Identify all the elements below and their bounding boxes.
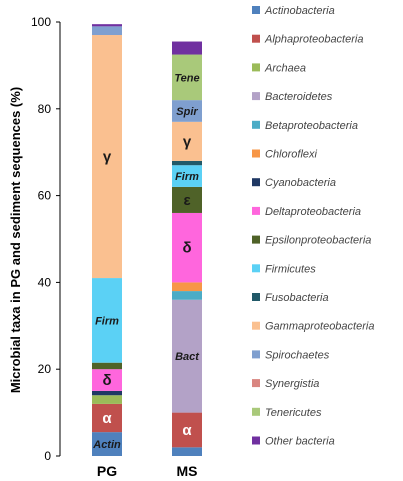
bar-segment-ms-bacteroidetes bbox=[172, 299, 202, 413]
y-tick-label: 40 bbox=[38, 275, 52, 289]
y-axis-ticks: 0 20 40 60 80 100 bbox=[31, 15, 60, 463]
legend-swatch-epsilonproteobacteria bbox=[252, 235, 260, 244]
segment-label-ms-alphaproteobacteria: α bbox=[182, 422, 192, 439]
y-tick-label: 60 bbox=[38, 189, 52, 203]
segment-label-ms-deltaproteobacteria: δ bbox=[182, 240, 191, 257]
segment-label-pg-firmicutes: Firm bbox=[95, 315, 119, 327]
y-tick-label: 100 bbox=[31, 15, 51, 29]
segment-label-ms-epsilonproteobacteria: ε bbox=[183, 192, 190, 209]
legend-swatch-bacteroidetes bbox=[252, 92, 260, 101]
legend-label-betaproteobacteria: Betaproteobacteria bbox=[265, 120, 358, 132]
bar-segment-pg-spirochaetes bbox=[92, 26, 122, 36]
legend-swatch-actinobacteria bbox=[252, 6, 260, 14]
legend-label-chloroflexi: Chloroflexi bbox=[265, 149, 318, 161]
legend-swatch-synergistia bbox=[252, 379, 260, 388]
legend-label-tenericutes: Tenericutes bbox=[265, 407, 322, 419]
legend-swatch-betaproteobacteria bbox=[252, 120, 260, 129]
legend-label-archaea: Archaea bbox=[264, 62, 306, 74]
legend-label-deltaproteobacteria: Deltaproteobacteria bbox=[265, 206, 361, 218]
segment-label-ms-bacteroidetes: Bact bbox=[175, 351, 200, 363]
bar-segment-pg-other-bacteria bbox=[92, 24, 122, 27]
segment-label-pg-gammaproteobacteria: γ bbox=[103, 149, 112, 166]
segment-label-ms-tenericutes: Tene bbox=[174, 72, 199, 84]
bar-segment-ms-other-bacteria bbox=[172, 41, 202, 55]
legend-label-other-bacteria: Other bacteria bbox=[265, 436, 335, 448]
bar-segment-ms-gammaproteobacteria bbox=[172, 121, 202, 161]
bar-segment-ms-epsilonproteobacteria bbox=[172, 186, 202, 213]
legend-label-fusobacteria: Fusobacteria bbox=[265, 292, 329, 304]
y-tick-label: 80 bbox=[38, 102, 52, 116]
bar-segment-ms-firmicutes bbox=[172, 165, 202, 187]
legend-label-firmicutes: Firmicutes bbox=[265, 263, 316, 275]
segment-label-ms-gammaproteobacteria: γ bbox=[183, 133, 192, 150]
segment-label-pg-alphaproteobacteria: α bbox=[102, 410, 112, 427]
segment-label-pg-deltaproteobacteria: δ bbox=[102, 372, 111, 389]
bar-segment-pg-epsilonproteobacteria bbox=[92, 362, 122, 370]
y-tick-label: 0 bbox=[44, 449, 51, 463]
legend-label-cyanobacteria: Cyanobacteria bbox=[265, 177, 336, 189]
bar-segment-pg-gammaproteobacteria bbox=[92, 35, 122, 279]
segment-label-ms-spirochaetes: Spir bbox=[176, 106, 198, 118]
legend-swatch-alphaproteobacteria bbox=[252, 34, 260, 43]
bar-segment-ms-chloroflexi bbox=[172, 282, 202, 292]
bar-segment-pg-firmicutes bbox=[92, 278, 122, 363]
legend-swatch-archaea bbox=[252, 63, 260, 72]
legend: Actinobacteria Alphaproteobacteria Archaea… bbox=[252, 5, 374, 448]
legend-label-alphaproteobacteria: Alphaproteobacteria bbox=[264, 34, 363, 46]
bar-segment-ms-tenericutes bbox=[172, 54, 202, 101]
legend-swatch-chloroflexi bbox=[252, 149, 260, 158]
legend-swatch-other-bacteria bbox=[252, 436, 260, 445]
bar-segment-ms-alphaproteobacteria bbox=[172, 412, 202, 448]
bar-segment-ms-actinobacteria bbox=[172, 447, 202, 456]
legend-label-synergistia: Synergistia bbox=[265, 378, 319, 390]
legend-label-actinobacteria: Actinobacteria bbox=[264, 5, 335, 17]
bar-segment-ms-spirochaetes bbox=[172, 100, 202, 122]
bars: Actin α δ Firm γ α Bact δ ε Firm γ Spir Tene bbox=[92, 24, 202, 456]
legend-swatch-spirochaetes bbox=[252, 350, 260, 359]
bar-segment-pg-alphaproteobacteria bbox=[92, 403, 122, 433]
segment-label-ms-firmicutes: Firm bbox=[175, 171, 199, 183]
legend-label-gammaproteobacteria: Gammaproteobacteria bbox=[265, 321, 374, 333]
y-tick-label: 20 bbox=[38, 362, 52, 376]
legend-swatch-gammaproteobacteria bbox=[252, 321, 260, 330]
y-axis-label: Microbial taxa in PG and sediment sequen… bbox=[8, 87, 23, 393]
bar-segment-pg-actinobacteria bbox=[92, 432, 122, 456]
bar-segment-ms-fusobacteria bbox=[172, 160, 202, 166]
bar-segment-pg-deltaproteobacteria bbox=[92, 369, 122, 391]
legend-swatch-cyanobacteria bbox=[252, 178, 260, 187]
category-label-pg: PG bbox=[97, 463, 117, 479]
legend-label-bacteroidetes: Bacteroidetes bbox=[265, 91, 333, 103]
bar-segment-ms-deltaproteobacteria bbox=[172, 212, 202, 283]
x-axis-category-labels: PG MS bbox=[97, 463, 198, 479]
legend-swatch-fusobacteria bbox=[252, 293, 260, 301]
legend-label-spirochaetes: Spirochaetes bbox=[265, 349, 330, 361]
bar-segment-pg-cyanobacteria bbox=[92, 390, 122, 396]
bar-segment-ms-betaproteobacteria bbox=[172, 291, 202, 300]
category-label-ms: MS bbox=[177, 463, 198, 479]
legend-swatch-tenericutes bbox=[252, 407, 260, 416]
bar-segment-pg-archaea bbox=[92, 395, 122, 404]
legend-swatch-firmicutes bbox=[252, 264, 260, 273]
legend-swatch-deltaproteobacteria bbox=[252, 206, 260, 215]
segment-label-pg-actinobacteria: Actin bbox=[92, 439, 121, 451]
legend-label-epsilonproteobacteria: Epsilonproteobacteria bbox=[265, 235, 371, 247]
